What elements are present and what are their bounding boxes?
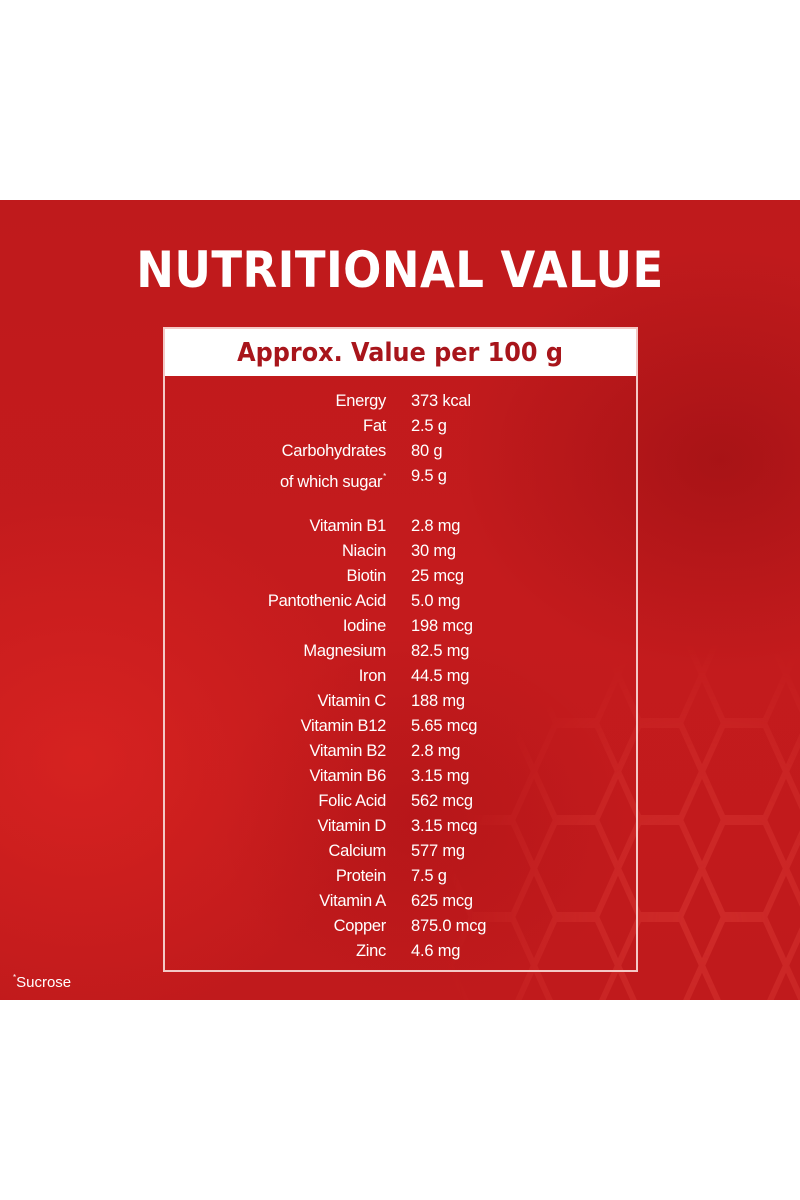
table-row-iodine: Iodine 198 mcg xyxy=(165,614,636,639)
footnote-text: Sucrose xyxy=(16,974,72,991)
nutrient-value: 5.0 mg xyxy=(411,592,461,610)
nutrient-label: Magnesium xyxy=(303,642,386,660)
nutrient-value: 373 kcal xyxy=(411,392,471,410)
nutrient-label: Calcium xyxy=(328,842,387,860)
nutrient-label: Pantothenic Acid xyxy=(267,592,386,610)
table-row-folic-acid: Folic Acid 562 mcg xyxy=(165,789,636,814)
table-row-calcium: Calcium 577 mg xyxy=(165,839,636,864)
nutrient-value: 82.5 mg xyxy=(411,642,470,660)
nutrient-value: 2.5 g xyxy=(411,417,447,435)
nutrient-label: Iron xyxy=(358,667,387,685)
table-row-energy: Energy 373 kcal xyxy=(165,389,636,414)
nutrition-table: Approx. Value per 100 g Energy 373 kcal … xyxy=(163,327,638,972)
nutrient-label: Protein xyxy=(335,867,386,885)
nutrient-label: Energy xyxy=(335,392,387,410)
nutrient-value: 577 mg xyxy=(411,842,465,860)
nutrient-value: 7.5 g xyxy=(411,867,447,885)
footnote: *Sucrose xyxy=(13,973,71,991)
nutrient-value: 2.8 mg xyxy=(411,742,461,760)
table-row-iron: Iron 44.5 mg xyxy=(165,664,636,689)
hexagon-pattern-icon xyxy=(440,620,800,1000)
nutrient-label: Folic Acid xyxy=(318,792,386,810)
page-title: NUTRITIONAL VALUE xyxy=(136,241,664,299)
nutrient-label: Vitamin A xyxy=(319,892,386,910)
table-row-biotin: Biotin 25 mcg xyxy=(165,564,636,589)
nutrient-value: 9.5 g xyxy=(411,467,447,485)
nutrient-label: Vitamin C xyxy=(317,692,386,710)
nutrient-label: Copper xyxy=(333,917,387,935)
table-row-zinc: Zinc 4.6 mg xyxy=(165,939,636,964)
nutrient-value: 80 g xyxy=(411,442,443,460)
nutrient-label: Niacin xyxy=(341,542,386,560)
nutrient-label: Vitamin B12 xyxy=(300,717,387,735)
nutrient-value: 625 mcg xyxy=(411,892,473,910)
nutrient-label: Vitamin D xyxy=(317,817,386,835)
table-header-label: Approx. Value per 100 g xyxy=(237,337,564,368)
nutrition-panel: NUTRITIONAL VALUE Approx. Value per 100 … xyxy=(0,200,800,1000)
nutrient-label: Vitamin B1 xyxy=(309,517,387,535)
table-row-copper: Copper 875.0 mcg xyxy=(165,914,636,939)
footnote-marker: * xyxy=(13,973,17,982)
table-row-vitamin-b2: Vitamin B2 2.8 mg xyxy=(165,739,636,764)
nutrient-value: 25 mcg xyxy=(411,567,464,585)
table-row-niacin: Niacin 30 mg xyxy=(165,539,636,564)
table-row-magnesium: Magnesium 82.5 mg xyxy=(165,639,636,664)
table-row-pantothenic-acid: Pantothenic Acid 5.0 mg xyxy=(165,589,636,614)
nutrient-value: 3.15 mcg xyxy=(411,817,478,835)
nutrient-label: Iodine xyxy=(342,617,386,635)
nutrient-label: Carbohydrates xyxy=(281,442,387,460)
table-row-vitamin-b12: Vitamin B12 5.65 mcg xyxy=(165,714,636,739)
nutrient-value: 875.0 mcg xyxy=(411,917,487,935)
nutrient-label: Vitamin B2 xyxy=(309,742,387,760)
row-spacer xyxy=(165,489,636,514)
footnote-marker: * xyxy=(383,472,386,481)
nutrient-value: 44.5 mg xyxy=(411,667,470,685)
nutrient-value: 30 mg xyxy=(411,542,456,560)
nutrient-value: 3.15 mg xyxy=(411,767,470,785)
nutrient-label: of which sugar xyxy=(279,473,383,491)
table-row-carbohydrates: Carbohydrates 80 g xyxy=(165,439,636,464)
nutrient-value: 562 mcg xyxy=(411,792,473,810)
table-row-fat: Fat 2.5 g xyxy=(165,414,636,439)
table-header: Approx. Value per 100 g xyxy=(165,329,636,376)
table-row-protein: Protein 7.5 g xyxy=(165,864,636,889)
nutrient-value: 198 mcg xyxy=(411,617,473,635)
table-rows: Energy 373 kcal Fat 2.5 g Carbohydrates … xyxy=(165,389,636,964)
nutrient-value: 5.65 mcg xyxy=(411,717,478,735)
table-row-vitamin-b1: Vitamin B1 2.8 mg xyxy=(165,514,636,539)
nutrient-label-wrap: of which sugar* xyxy=(280,464,386,495)
table-row-vitamin-a: Vitamin A 625 mcg xyxy=(165,889,636,914)
nutrient-value: 4.6 mg xyxy=(411,942,461,960)
nutrient-value: 2.8 mg xyxy=(411,517,461,535)
nutrient-label: Fat xyxy=(363,417,386,435)
nutrient-value: 188 mg xyxy=(411,692,465,710)
nutrient-label: Vitamin B6 xyxy=(309,767,387,785)
nutrient-label: Biotin xyxy=(346,567,387,585)
table-row-sugar: of which sugar* 9.5 g xyxy=(165,464,636,491)
nutrient-label: Zinc xyxy=(356,942,386,960)
table-row-vitamin-d: Vitamin D 3.15 mcg xyxy=(165,814,636,839)
table-row-vitamin-b6: Vitamin B6 3.15 mg xyxy=(165,764,636,789)
table-row-vitamin-c: Vitamin C 188 mg xyxy=(165,689,636,714)
